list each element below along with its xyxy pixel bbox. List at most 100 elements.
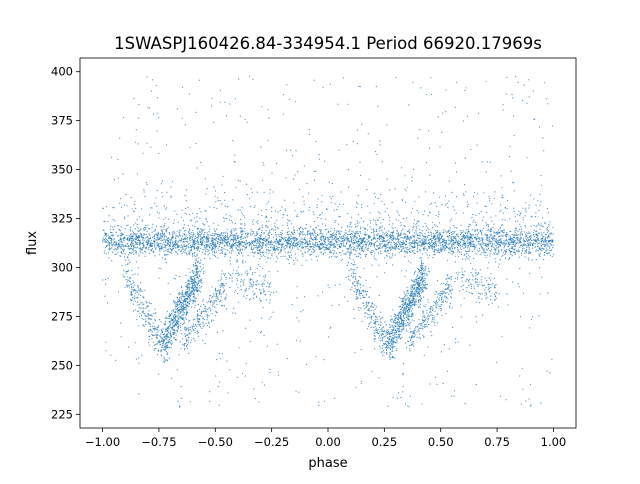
data-point [104,241,106,243]
data-point [453,225,455,227]
data-point [436,235,438,237]
data-point [277,211,279,213]
data-point [414,235,416,237]
data-point [378,217,380,219]
data-point [126,243,128,245]
data-point [429,231,432,233]
data-point [462,230,464,232]
data-point [288,255,290,257]
data-point [127,248,129,250]
data-point [419,231,422,234]
data-point [319,233,321,235]
data-point [254,205,256,207]
data-point [533,235,536,238]
data-point [448,180,450,182]
data-point [479,230,482,232]
data-point [281,237,283,239]
data-point [488,224,490,226]
data-point [517,230,519,232]
data-point [455,171,457,173]
data-point [144,233,146,236]
data-point [364,234,366,236]
data-point [161,246,163,248]
data-point [103,237,105,239]
data-point [188,251,190,253]
data-point [464,242,466,244]
data-point [235,244,237,246]
data-point [357,225,359,227]
data-point [397,240,399,242]
data-point [394,318,396,320]
data-point [486,244,488,246]
data-point [166,337,168,339]
data-point [396,243,398,245]
data-point [391,337,393,339]
data-point [162,234,164,236]
data-point [451,239,453,241]
data-point [520,233,522,235]
data-point [192,229,194,231]
data-point [361,207,363,209]
data-point [416,210,418,212]
data-point [503,235,505,237]
data-point [469,244,471,246]
data-point [159,249,161,251]
data-point [467,203,469,206]
data-point [322,243,324,246]
data-point [367,224,369,226]
data-point [436,231,438,233]
data-point [360,226,362,228]
data-point [315,235,318,238]
data-point [410,305,412,307]
data-point [181,247,184,249]
data-point [233,238,235,241]
data-point [384,251,386,253]
data-point [161,245,163,247]
data-point [230,235,232,237]
data-point [432,249,434,251]
data-point [371,240,373,242]
data-point [160,243,162,245]
data-point [163,237,165,239]
data-point [277,241,279,243]
data-point [192,253,194,256]
data-point [195,258,197,260]
data-point [305,247,307,249]
data-point [184,248,186,250]
data-point [257,239,259,241]
data-point [511,246,513,248]
data-point [403,242,405,244]
data-point [539,253,541,255]
data-point [260,234,262,236]
data-point [398,334,401,336]
data-point [491,236,493,238]
data-point [180,250,183,252]
data-point [498,245,500,247]
data-point [345,237,347,239]
data-point [495,215,497,217]
data-point [333,238,335,240]
data-point [191,306,193,308]
data-point [400,241,403,244]
data-point [407,230,409,232]
data-point [546,240,548,242]
data-point [286,241,288,243]
data-point [240,230,242,232]
data-point [466,241,468,243]
data-point [430,202,433,204]
data-point [398,336,400,338]
data-point [423,235,425,237]
data-point [398,233,400,235]
data-point [338,223,340,225]
data-point [405,201,407,203]
data-point [512,181,514,183]
data-point [192,302,194,304]
data-point [172,243,174,245]
data-point [453,236,455,238]
data-point [164,235,166,237]
data-point [151,226,153,228]
data-point [338,244,340,246]
data-point [154,228,156,230]
data-point [314,232,316,234]
data-point [421,238,423,240]
